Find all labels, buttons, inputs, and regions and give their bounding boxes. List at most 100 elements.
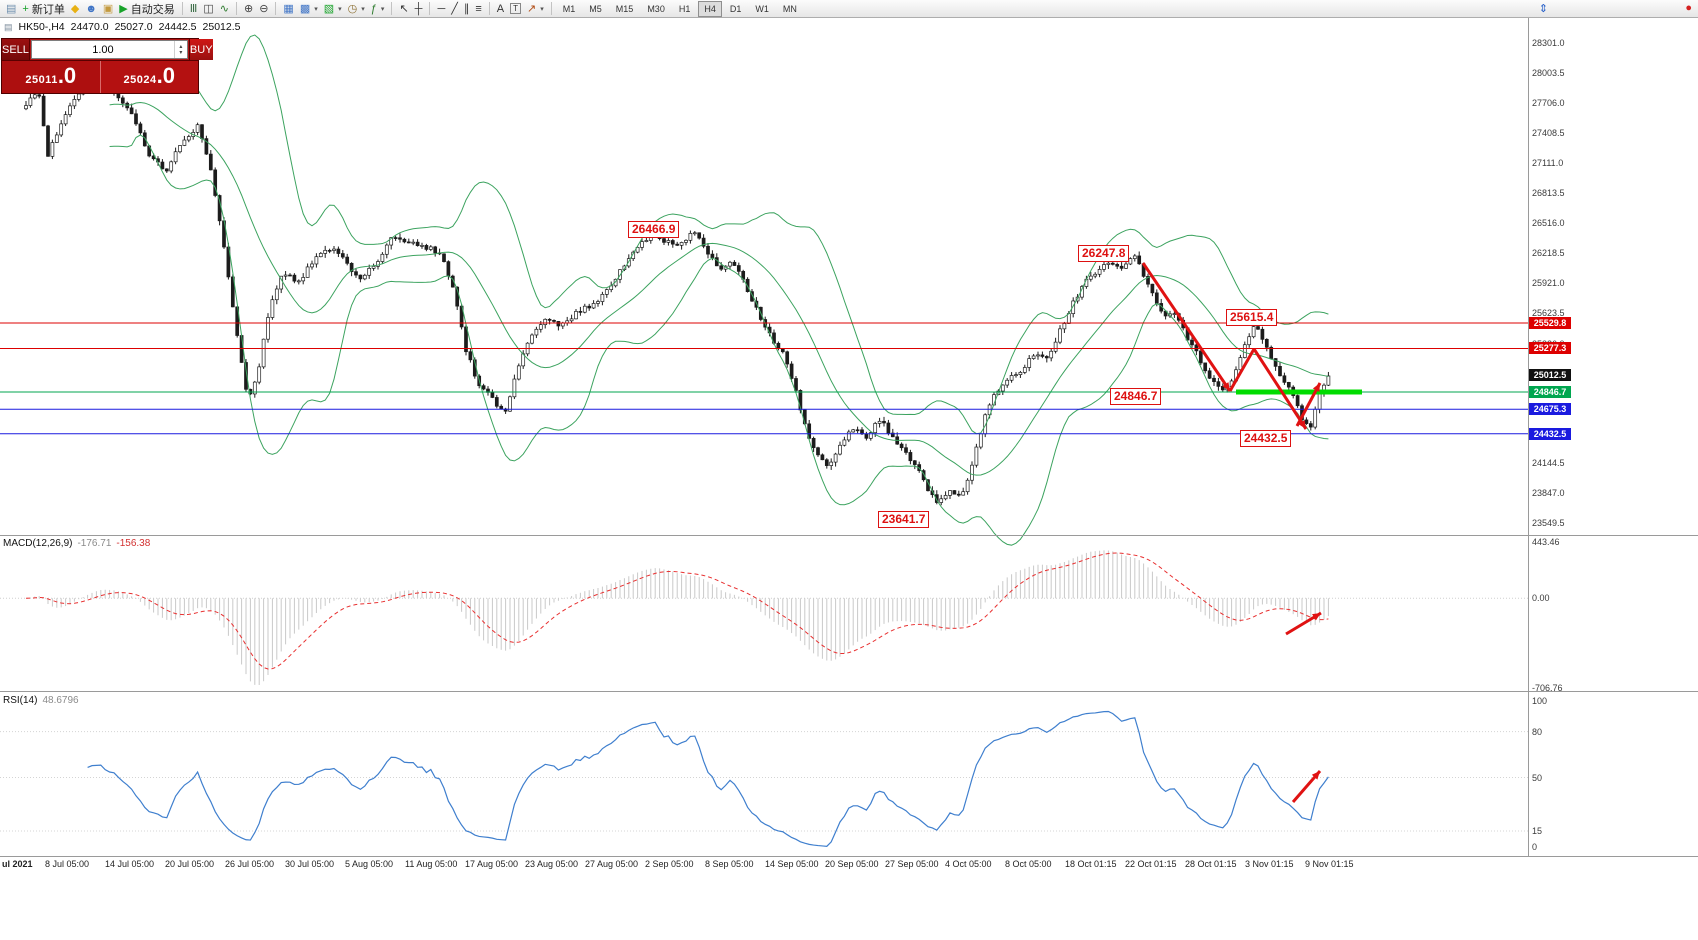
timeframe-w1-button[interactable]: W1 (755, 3, 769, 14)
timeframe-m1-button[interactable]: M1 (562, 3, 576, 14)
cascade-windows-icon: ▩ (299, 2, 311, 15)
channel-icon[interactable]: ∥ (461, 1, 473, 17)
candlestick-icon: ◫ (203, 2, 214, 15)
sell-button[interactable]: SELL (2, 39, 30, 60)
chart-symbol-icon: ▤ (4, 21, 13, 32)
new-order-icon: + (22, 2, 29, 15)
volume-down-button[interactable]: ▾ (179, 49, 183, 56)
cursor-icon[interactable]: ↖ (396, 1, 411, 17)
cursor-icon: ↖ (399, 2, 409, 15)
zoom-out-icon: ⊖ (259, 2, 269, 15)
trend-arrows[interactable] (1141, 262, 1322, 803)
sell-price-display[interactable]: 25011.0 (2, 61, 101, 93)
new-chart-icon: ▧ (323, 2, 335, 15)
dropdown-caret-icon[interactable]: ▾ (380, 5, 385, 13)
trendline-icon: ╱ (451, 2, 458, 15)
chart-window-icon: ▤ (6, 2, 17, 15)
timeframe-mn-button[interactable]: MN (782, 3, 797, 14)
line-chart-icon: ∿ (219, 2, 229, 15)
autotrading-button[interactable]: ▶ 自动交易 (116, 1, 177, 17)
timeframe-d1-button[interactable]: D1 (729, 3, 742, 14)
channel-icon: ∥ (463, 2, 470, 15)
symbol-info: ▤ HK50-,H4 24470.0 25027.0 24442.5 25012… (4, 21, 241, 33)
toolbar-separator (488, 2, 490, 15)
ohlc-low: 24442.5 (158, 21, 197, 33)
volume-input[interactable] (31, 41, 174, 58)
profiles-icon: ◷ (347, 2, 358, 15)
one-click-trading-panel: SELL ▴ ▾ BUY 25011.0 25024.0 (1, 38, 213, 94)
bar-chart-icon: Ⅲ (189, 2, 198, 15)
horizontal-line-icon: ─ (437, 2, 446, 15)
text-icon: A (496, 2, 505, 15)
crosshair-icon[interactable]: ┼ (412, 1, 426, 17)
new-chart-icon[interactable]: ▧ ▾ (321, 1, 345, 17)
toolbar-separator (391, 2, 393, 15)
timeframe-m5-button[interactable]: M5 (589, 3, 602, 14)
chart-window-icon[interactable]: ▤ (3, 1, 19, 17)
volume-up-button[interactable]: ▴ (179, 43, 183, 50)
ohlc-open: 24470.0 (70, 21, 109, 33)
volume-control[interactable]: ▴ ▾ (30, 40, 188, 59)
indicators-icon[interactable]: ƒ ▾ (368, 1, 388, 17)
profiles-icon[interactable]: ◷ ▾ (345, 1, 368, 17)
macd-signal-line (25, 552, 1329, 670)
timeframe-m15-button[interactable]: M15 (615, 3, 634, 14)
main-toolbar: ▤ + 新订单 ◆ ☻ ▣ ▶ 自动交易 Ⅲ ◫ ∿ ⊕ ⊖ ▦ ▩ ▾ ▧ ▾ ◷ ▾ ƒ ▾ ↖ ┼ ─ ╱ ∥ ≡ A T ↗ ▾ M1 M… (0, 0, 1698, 18)
candlestick-layer (24, 78, 1331, 506)
candlestick-icon[interactable]: ◫ (200, 1, 216, 17)
dropdown-caret-icon[interactable]: ▾ (540, 5, 544, 13)
indicators-icon: ƒ (370, 2, 377, 15)
new-order-button[interactable]: + 新订单 (19, 1, 67, 17)
scroll-to-end-icon[interactable]: ⇕ (1538, 3, 1548, 15)
ohlc-close: 25012.5 (202, 21, 241, 33)
buy-price-main: 25024 (123, 74, 157, 86)
text-label-icon: T (510, 3, 522, 14)
cascade-windows-icon[interactable]: ▩ ▾ (297, 1, 321, 17)
dropdown-caret-icon[interactable]: ▾ (361, 5, 365, 13)
dropdown-caret-icon[interactable]: ▾ (338, 5, 342, 13)
timeframe-h4-button[interactable]: H4 (698, 0, 722, 17)
toolbar-separator (550, 2, 552, 15)
symbol-timeframe-label: HK50-,H4 (18, 21, 65, 33)
toolbar-separator (275, 2, 277, 15)
sell-price-frac: .0 (57, 63, 77, 88)
autotrading-button-label: 自动交易 (130, 3, 175, 16)
rsi-level-lines (0, 731, 1528, 832)
horizontal-line-icon[interactable]: ─ (434, 1, 448, 17)
tile-windows-icon[interactable]: ▦ (280, 1, 296, 17)
timeframe-h1-button[interactable]: H1 (678, 3, 691, 14)
ohlc-high: 25027.0 (114, 21, 153, 33)
text-icon[interactable]: A (494, 1, 507, 17)
dropdown-caret-icon[interactable]: ▾ (314, 5, 318, 13)
panel-separators[interactable] (0, 18, 1698, 857)
buy-button[interactable]: BUY (188, 39, 213, 60)
zoom-out-icon[interactable]: ⊖ (256, 1, 271, 17)
status-icon[interactable]: ● (1685, 2, 1692, 14)
arrows-object-icon[interactable]: ↗ ▾ (524, 1, 547, 17)
timeframe-m30-button[interactable]: M30 (647, 3, 665, 14)
community-icon[interactable]: ☻ (82, 1, 100, 17)
sell-price-main: 25011 (25, 74, 58, 86)
fibonacci-icon: ≡ (475, 2, 482, 15)
metaeditor-icon[interactable]: ◆ (68, 1, 82, 17)
toolbar-separator (235, 2, 237, 15)
rsi-line (87, 710, 1329, 847)
market-icon: ▣ (102, 2, 114, 15)
metaeditor-icon: ◆ (70, 2, 80, 15)
buy-price-display[interactable]: 25024.0 (100, 61, 198, 93)
zoom-in-icon: ⊕ (243, 2, 254, 15)
fibonacci-icon[interactable]: ≡ (472, 1, 484, 17)
toolbar-separator (429, 2, 431, 15)
new-order-button-label: 新订单 (31, 3, 65, 16)
market-icon[interactable]: ▣ (100, 1, 116, 17)
zoom-in-icon[interactable]: ⊕ (241, 1, 256, 17)
text-label-icon[interactable]: T (507, 1, 524, 17)
autotrading-play-icon: ▶ (119, 2, 128, 15)
trendline-icon[interactable]: ╱ (448, 1, 461, 17)
bollinger-bands (109, 34, 1329, 546)
macd-histogram (29, 550, 1329, 685)
bar-chart-icon[interactable]: Ⅲ (187, 1, 201, 17)
line-chart-icon[interactable]: ∿ (217, 1, 232, 17)
